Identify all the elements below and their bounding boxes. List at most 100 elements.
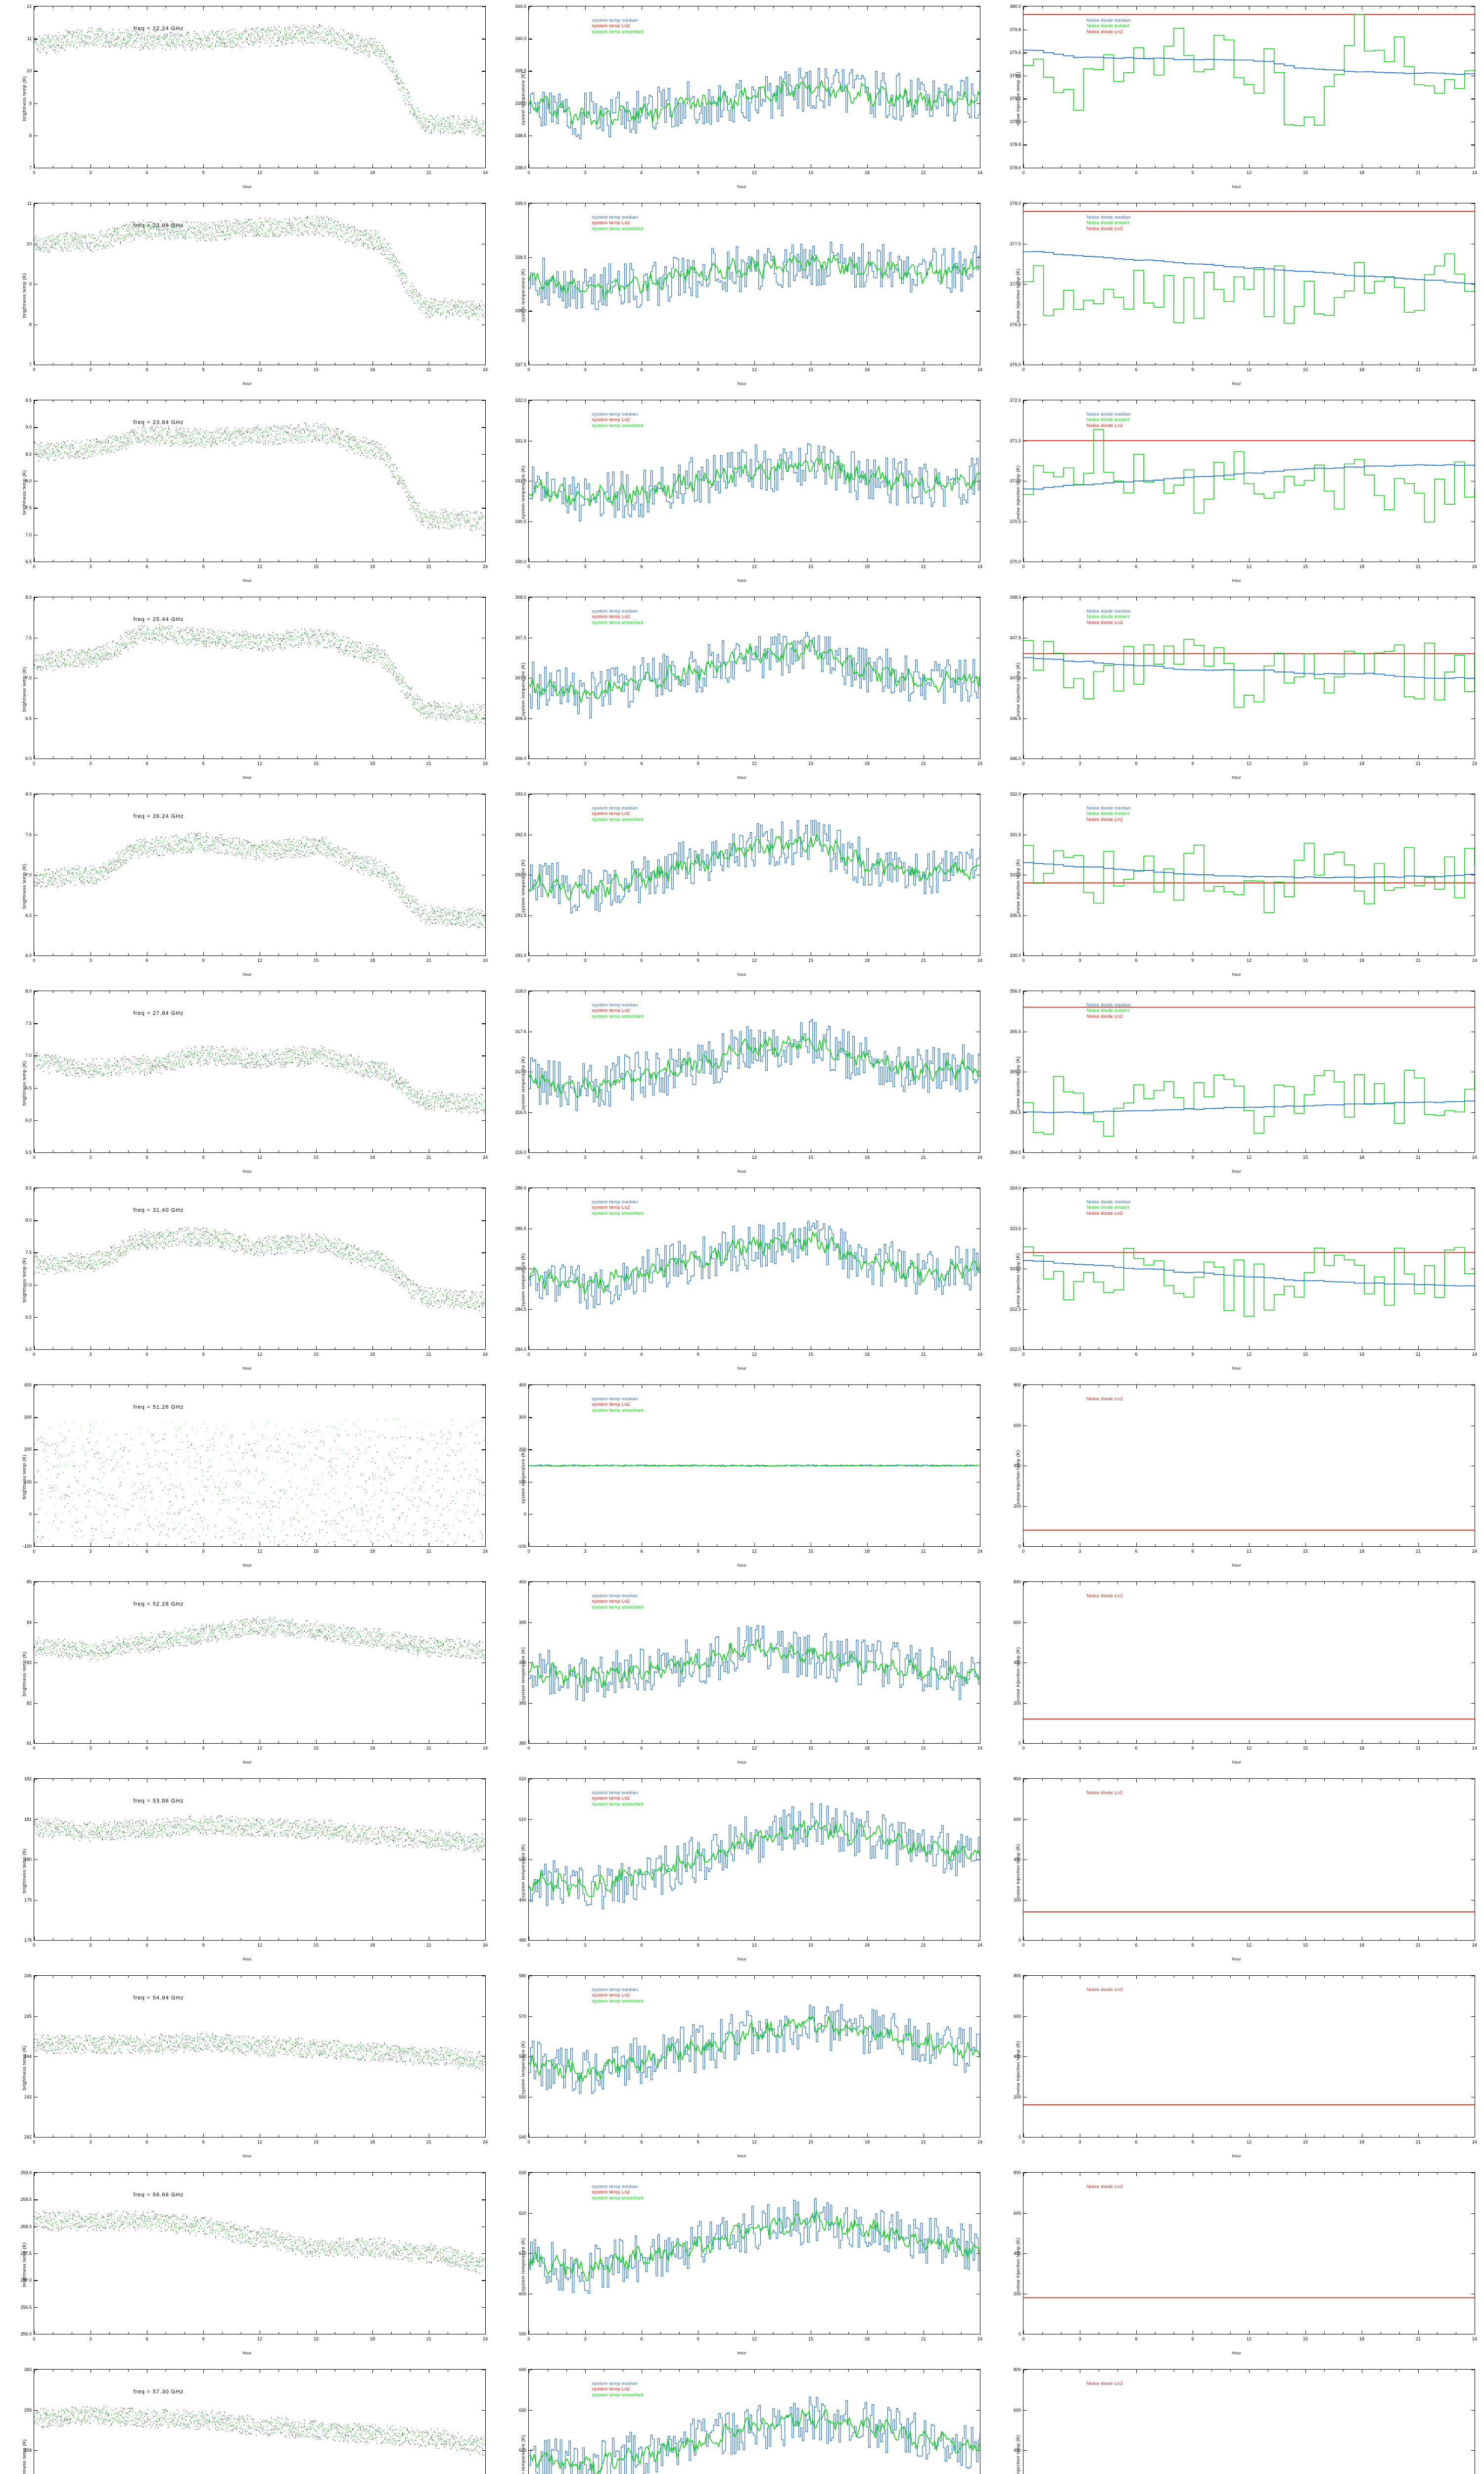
x-minor-tick [109,1347,110,1349]
x-tick-mark [754,1149,755,1152]
x-tick-mark [1305,558,1306,562]
x-minor-tick [660,1544,661,1546]
y-tick-label: 330.5 [1010,912,1021,918]
x-minor-tick [679,203,680,205]
x-tick-mark [1249,400,1250,404]
y-tick-label: 85 [26,1579,32,1584]
x-minor-tick [297,953,298,955]
x-minor-tick [942,166,943,168]
x-tick-label: 15 [313,958,319,963]
x-minor-tick [1155,203,1156,205]
x-tick-label: 0 [1022,1746,1025,1751]
x-tick-label: 9 [202,170,205,175]
y-tick-label: 9.0 [25,425,32,430]
y-axis-label: noise injection temp (K) [1015,1450,1021,1504]
x-tick-label: 15 [313,1352,319,1357]
legend: Noise diode Ln2 [1087,1396,1123,1402]
x-tick-label: 6 [640,1549,643,1554]
y-tick-mark [976,103,980,104]
x-tick-mark [1249,203,1250,207]
x-tick-mark [485,1937,486,1940]
frequency-label: freq = 23.04 GHz [133,223,184,229]
x-minor-tick [1155,794,1156,796]
y-axis-label: brightness temp (K) [21,1060,27,1106]
x-minor-tick [1343,6,1344,8]
x-tick-mark [485,2134,486,2137]
x-minor-tick [128,1188,129,1190]
x-axis-label: hour [242,1563,252,1568]
x-minor-tick [679,597,680,599]
x-tick-label: 6 [145,761,148,766]
x-tick-label: 15 [313,2336,319,2341]
y-tick-label: 580 [518,1973,526,1978]
y-tick-label: 400 [1013,1857,1021,1862]
y-tick-mark [34,203,38,204]
x-minor-tick [1343,953,1344,955]
x-axis-label: hour [242,381,252,386]
y-tick-label: 378.8 [1010,142,1021,147]
plot-area [1023,2173,1475,2334]
x-minor-tick [961,1544,962,1546]
x-tick-label: 24 [482,1943,488,1948]
x-tick-mark [1305,597,1306,601]
x-minor-tick [222,560,223,562]
y-tick-mark [976,955,980,956]
x-minor-tick [297,991,298,993]
x-minor-tick [1343,597,1344,599]
x-minor-tick [222,400,223,402]
x-tick-label: 9 [1191,564,1194,569]
x-minor-tick [1211,1188,1212,1190]
x-tick-label: 6 [640,1352,643,1357]
y-tick-label: 10 [26,68,32,74]
x-minor-tick [466,400,467,402]
x-minor-tick [1399,560,1400,562]
y-tick-label: 385 [518,1700,526,1706]
plot-cell-noise-diode-4: noise injection temp (K) 330.0 330.5 331.0 3… [989,788,1484,985]
y-tick-label: 200 [1013,2094,1021,2099]
y-tick-mark [529,915,532,916]
x-tick-mark [1136,597,1137,601]
legend-item-1: system temp Ln2 [592,1008,630,1014]
x-tick-mark [316,597,317,601]
x-axis-label: hour [242,578,252,583]
y-axis-label: brightness temp (K) [21,273,27,318]
x-axis-label: hour [737,2350,747,2355]
x-tick-label: 0 [527,367,530,372]
x-tick-label: 0 [1022,958,1025,963]
x-minor-tick [297,203,298,205]
y-tick-label: 800 [1013,2170,1021,2175]
x-minor-tick [1042,757,1043,759]
x-minor-tick [848,1544,849,1546]
x-tick-mark [1136,203,1137,207]
x-tick-mark [1023,597,1024,601]
y-tick-mark [34,1317,38,1318]
x-minor-tick [466,166,467,168]
x-minor-tick [1437,560,1438,562]
legend-item-2: Noise diode Ln2 [1086,1210,1123,1216]
x-minor-tick [297,1188,298,1190]
y-tick-label: 379.4 [1010,73,1021,78]
x-axis-label: hour [737,972,747,977]
plot-row: brightness temp (K) 6.0 6.5 7.0 7.5 8.0 0 3 6 9 12… [0,591,1484,788]
x-tick-label: 6 [145,1155,148,1160]
x-minor-tick [773,6,774,8]
x-minor-tick [961,597,962,599]
x-minor-tick [1230,991,1231,993]
legend-item-0: system temp median [592,1593,638,1599]
y-tick-label: 245 [24,2013,32,2019]
y-tick-mark [482,794,485,795]
x-tick-label: 3 [584,1352,587,1357]
x-minor-tick [1437,1347,1438,1349]
plot-area [1023,6,1475,168]
x-tick-label: 15 [808,1155,814,1160]
y-tick-mark [1023,1188,1027,1189]
x-tick-label: 21 [1415,367,1421,372]
x-minor-tick [278,953,279,955]
x-tick-label: 12 [1246,1943,1252,1948]
y-tick-label: 8.0 [25,478,32,483]
x-minor-tick [942,1150,943,1152]
x-axis-label: hour [737,381,747,386]
x-minor-tick [1324,757,1325,759]
y-tick-mark [529,718,532,719]
y-tick-label: 300 [518,1415,526,1420]
